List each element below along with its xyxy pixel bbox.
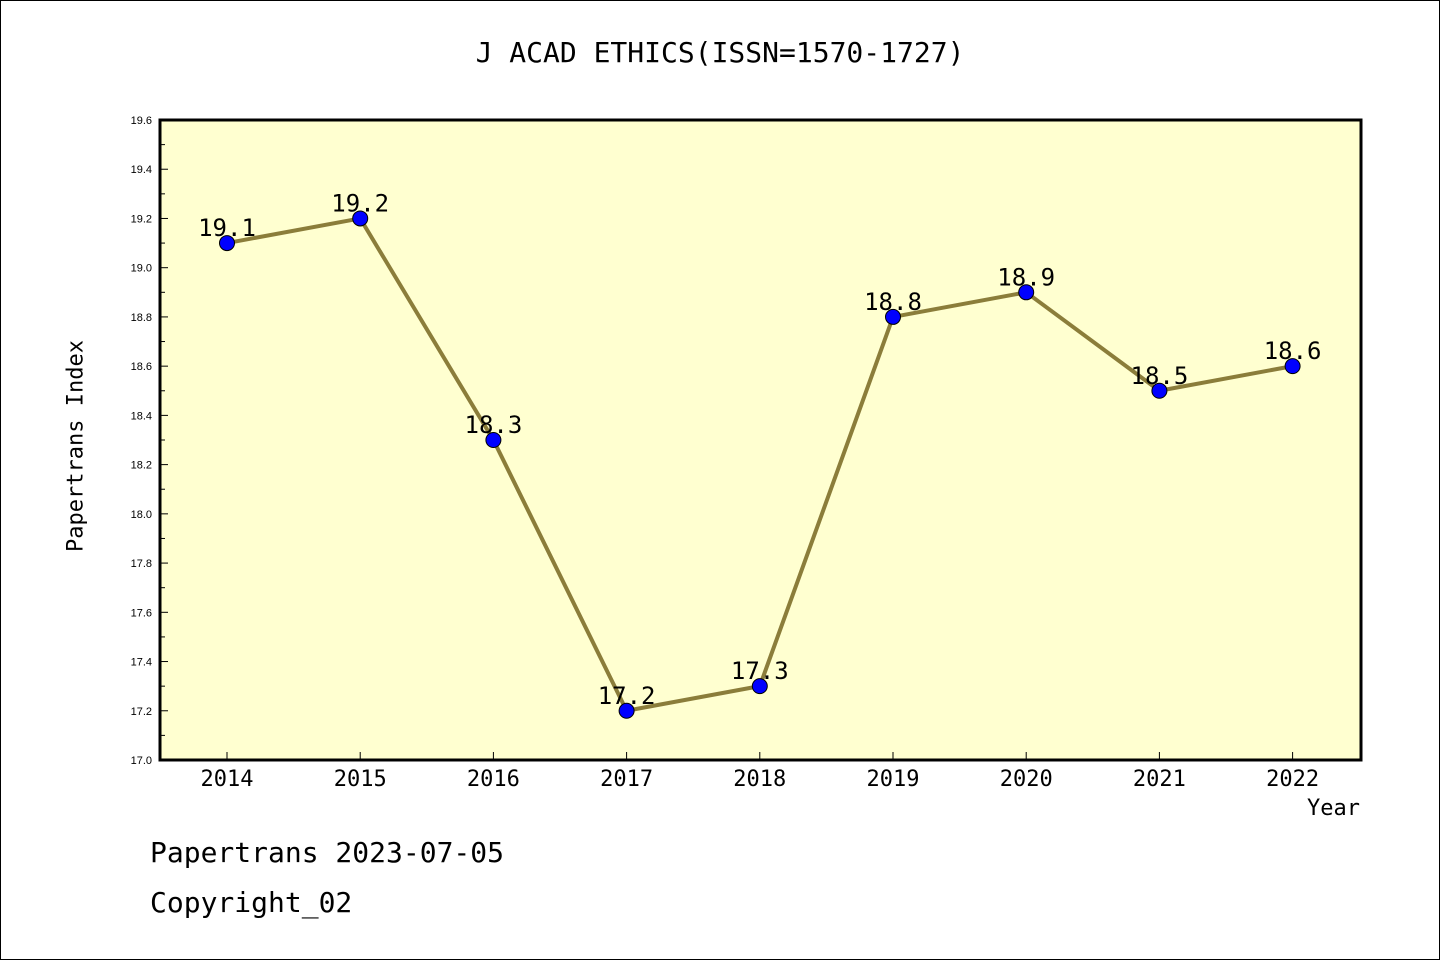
plot-area <box>158 118 1363 762</box>
data-label: 17.3 <box>731 657 789 685</box>
x-tick-label: 2021 <box>1133 767 1186 792</box>
x-tick-label: 2018 <box>733 767 786 792</box>
x-tick-label: 2022 <box>1266 767 1319 792</box>
x-axis-ticks: 2014 2015 2016 2017 2018 2019 2020 2021 2022 <box>201 752 1319 792</box>
data-label: 19.1 <box>198 214 256 242</box>
data-label: 17.2 <box>598 682 656 710</box>
y-tick-label: 17.2 <box>131 706 152 718</box>
x-tick-label: 2014 <box>201 767 254 792</box>
footer-source: Papertrans 2023-07-05 <box>150 836 505 869</box>
x-tick-label: 2019 <box>867 767 920 792</box>
y-tick-label: 19.4 <box>131 164 152 176</box>
chart-title: J ACAD ETHICS(ISSN=1570-1727) <box>475 36 965 69</box>
y-tick-label: 17.4 <box>131 657 152 669</box>
y-tick-label: 19.2 <box>131 213 152 225</box>
y-tick-label: 18.8 <box>131 312 152 324</box>
x-tick-label: 2015 <box>334 767 387 792</box>
data-label: 18.6 <box>1264 337 1322 365</box>
y-tick-label: 17.8 <box>131 558 152 570</box>
data-point <box>885 308 901 325</box>
x-tick-label: 2017 <box>600 767 653 792</box>
y-tick-label: 17.0 <box>131 755 152 767</box>
data-label: 18.8 <box>864 288 922 316</box>
data-label: 19.2 <box>331 189 389 217</box>
y-axis-ticks: 17.0 17.2 17.4 17.6 17.8 18.0 18.2 18.4 18.6 18.8… <box>131 115 168 767</box>
y-tick-label: 18.6 <box>131 361 152 373</box>
data-point <box>219 235 235 252</box>
data-point <box>1018 284 1035 301</box>
x-tick-label: 2016 <box>467 767 520 792</box>
data-point <box>751 678 768 695</box>
y-tick-label: 17.6 <box>131 607 152 619</box>
footer-copyright: Copyright_02 <box>150 886 353 919</box>
y-tick-label: 19.0 <box>131 263 152 275</box>
y-tick-label: 18.4 <box>131 410 152 422</box>
x-tick-label: 2020 <box>1000 767 1053 792</box>
data-label: 18.3 <box>465 411 523 439</box>
y-tick-label: 19.6 <box>131 115 152 127</box>
data-markers <box>219 210 1301 719</box>
data-point <box>1151 382 1168 399</box>
data-label: 18.5 <box>1131 362 1189 390</box>
x-axis-label: Year <box>1307 796 1360 821</box>
data-point <box>1284 358 1301 375</box>
data-point <box>352 210 369 227</box>
y-tick-label: 18.0 <box>131 509 152 521</box>
data-labels: 19.1 19.2 18.3 17.2 17.3 18.8 18.9 18.5 18.6 <box>198 189 1321 709</box>
data-point <box>485 432 502 448</box>
data-label: 18.9 <box>997 263 1055 291</box>
data-point <box>618 702 635 719</box>
y-tick-label: 18.2 <box>131 460 152 472</box>
